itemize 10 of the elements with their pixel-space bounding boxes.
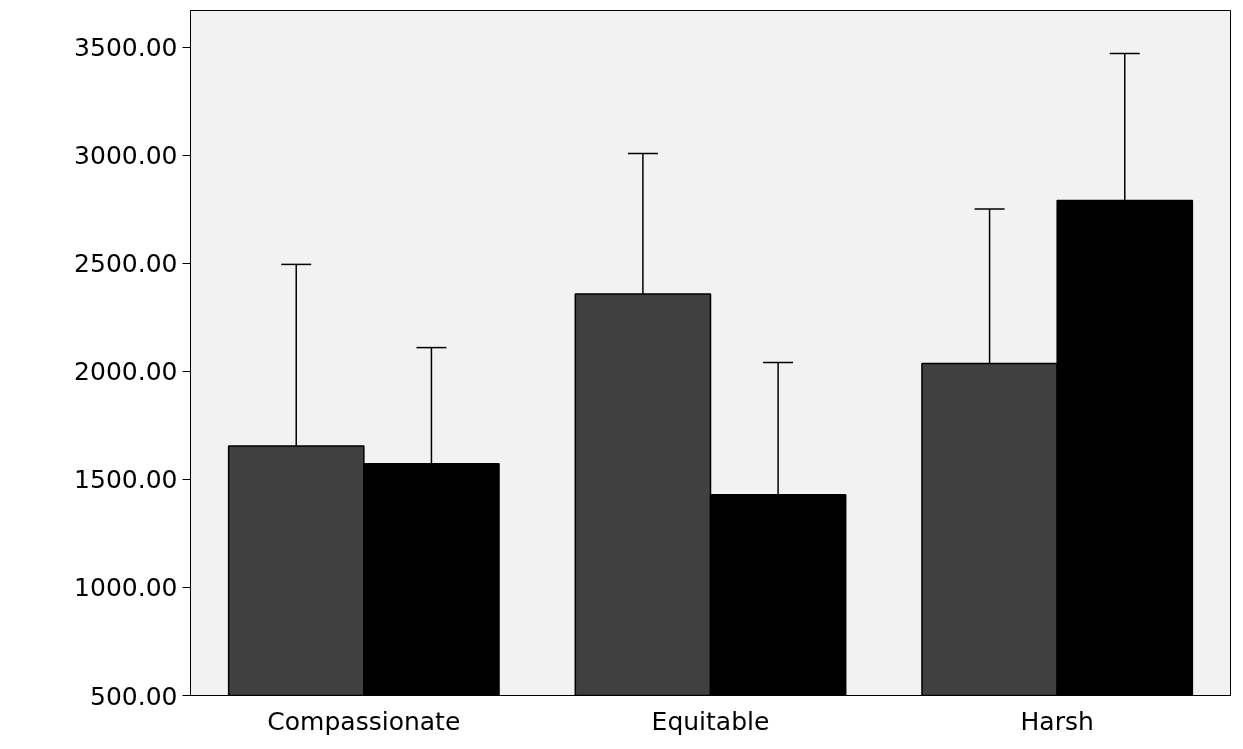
y-tick-label: 2000.00 bbox=[74, 357, 178, 387]
y-tick-label: 3500.00 bbox=[74, 33, 178, 63]
y-tick-label: 1000.00 bbox=[74, 573, 178, 603]
y-tick-label: 1500.00 bbox=[74, 465, 178, 495]
x-tick-label: Harsh bbox=[1020, 706, 1094, 736]
x-tick-label: Compassionate bbox=[267, 706, 461, 736]
y-tick-label: 3000.00 bbox=[74, 141, 178, 171]
y-tick-label: 500.00 bbox=[90, 681, 178, 711]
y-tick-label: 2500.00 bbox=[74, 249, 178, 279]
x-tick-label: Equitable bbox=[651, 706, 770, 736]
